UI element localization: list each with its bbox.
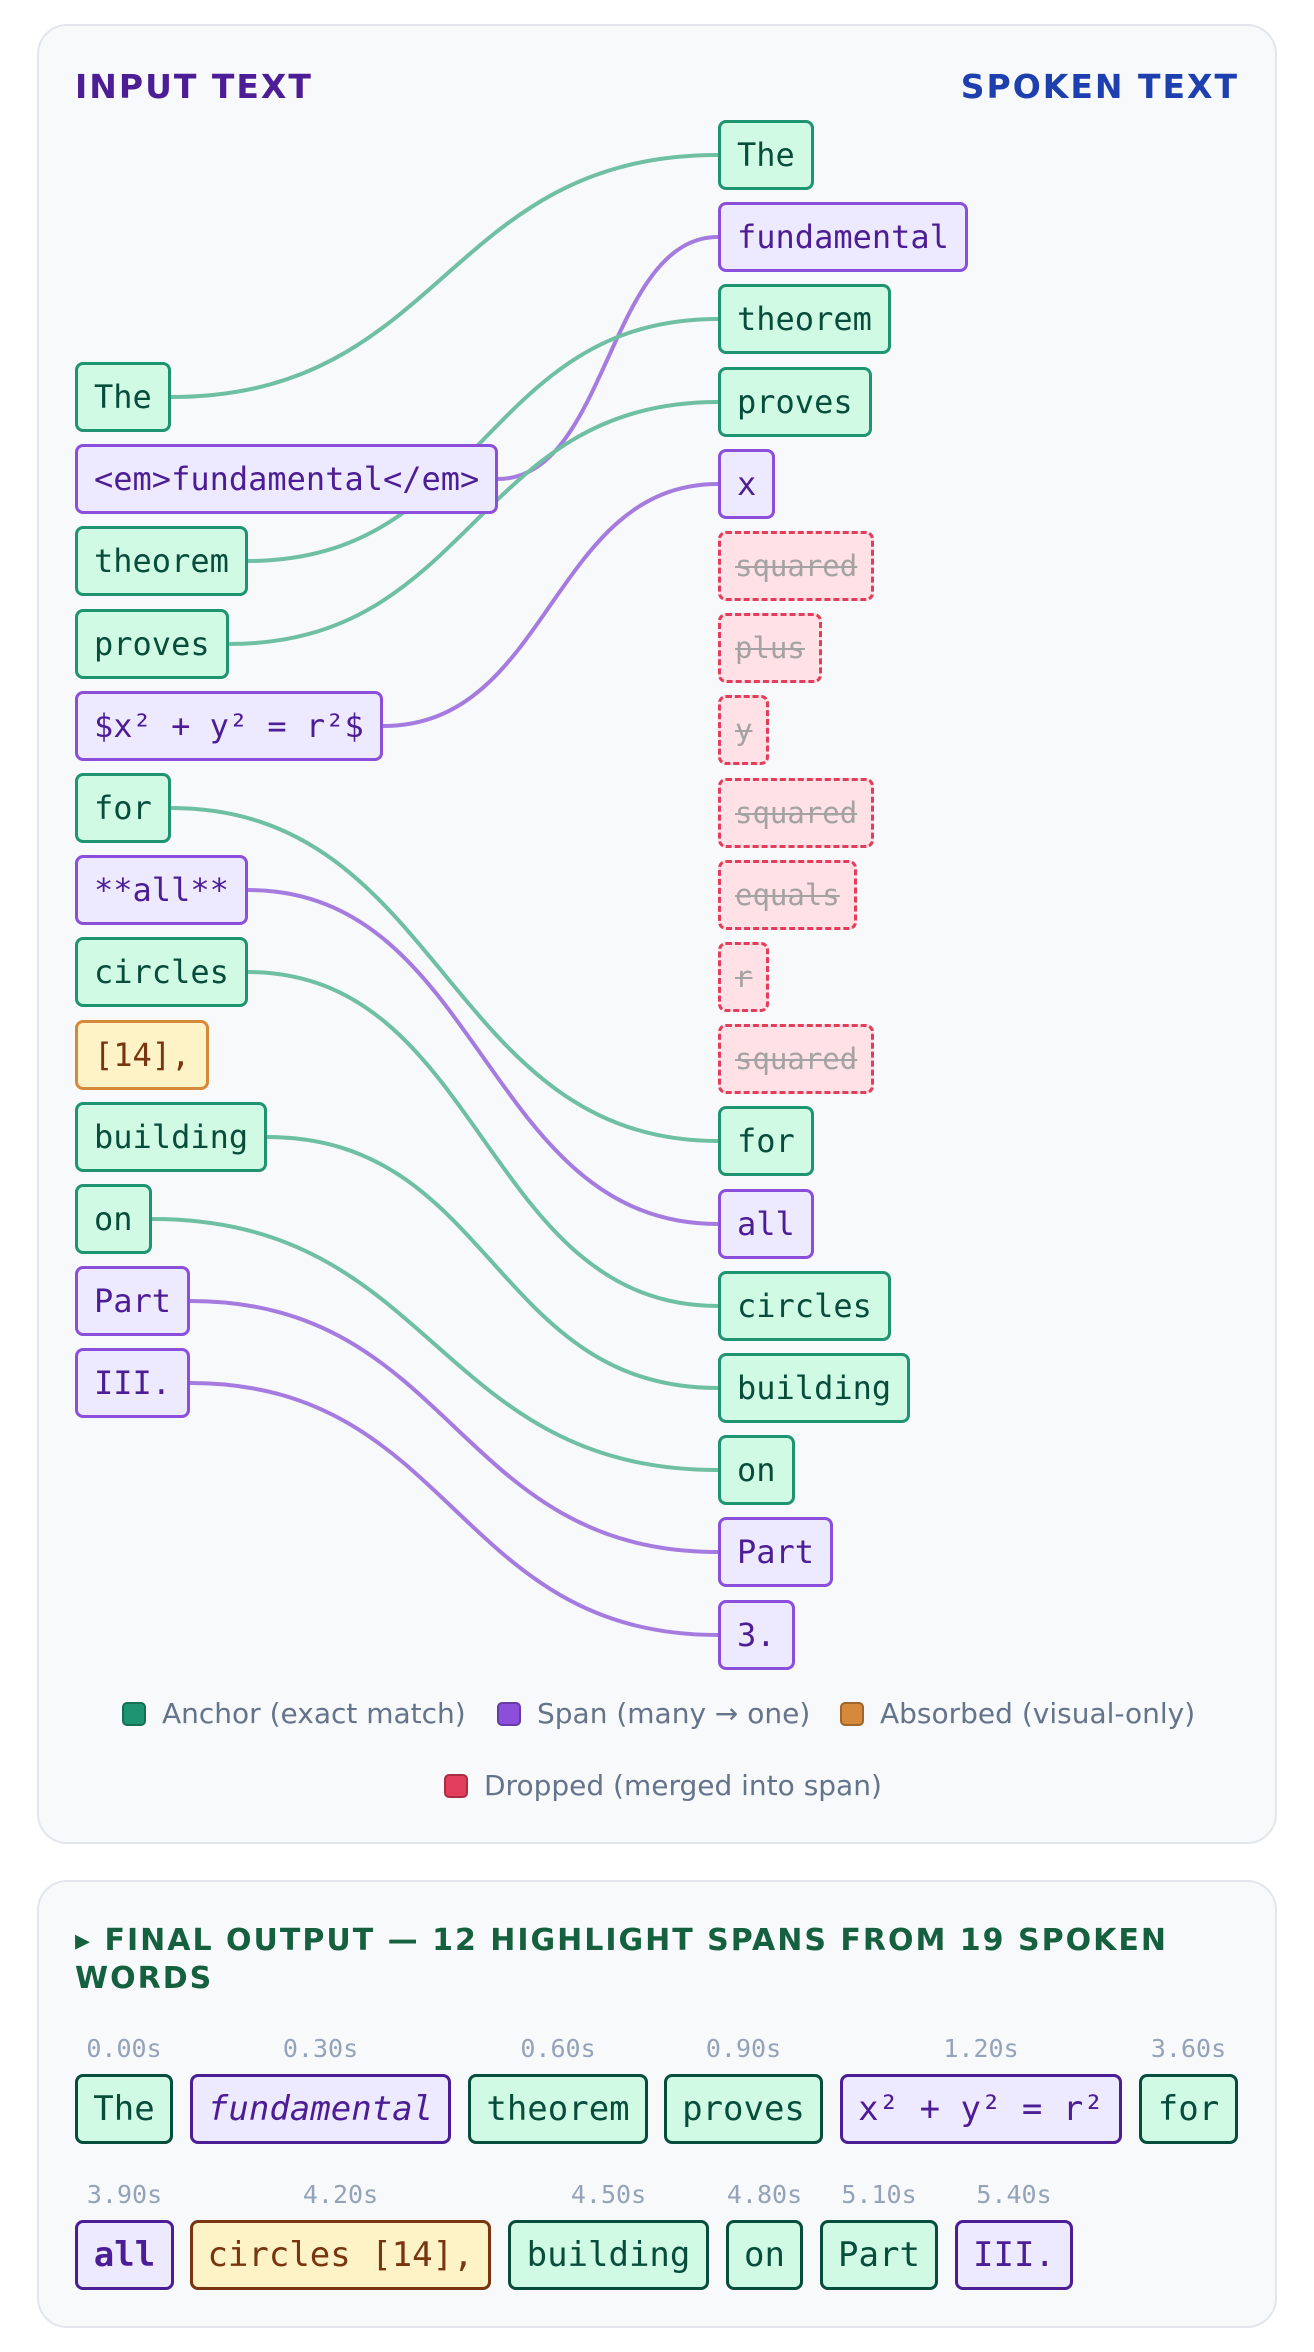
span-timestamp: 4.80s (726, 2180, 803, 2209)
spoken-token: 3. (718, 1600, 795, 1670)
input-token: Part (75, 1266, 191, 1336)
highlight-span: on (726, 2220, 803, 2290)
highlight-span: x² + y² = r² (840, 2074, 1122, 2144)
spoken-token: y (718, 695, 770, 765)
legend-swatch (444, 1774, 468, 1798)
spoken-token: on (718, 1435, 795, 1505)
highlight-span: The (75, 2074, 173, 2144)
spoken-token: equals (718, 860, 857, 930)
legend-item-span: Span (many → one) (497, 1697, 810, 1730)
input-token: <em>fundamental</em> (75, 444, 499, 514)
spoken-token: squared (718, 1024, 875, 1094)
input-token: for (75, 773, 171, 843)
highlight-span: for (1139, 2074, 1238, 2144)
span-timestamp: 0.90s (705, 2034, 782, 2063)
input-token: circles (75, 937, 248, 1007)
legend-swatch (122, 1702, 146, 1726)
legend-label: Absorbed (visual-only) (880, 1697, 1196, 1730)
alignment-link (189, 1381, 719, 1637)
legend-swatch (840, 1702, 864, 1726)
span-timestamp: 0.00s (86, 2034, 162, 2063)
span-timestamp: 1.20s (943, 2034, 1019, 2063)
highlight-span: Part (820, 2220, 938, 2290)
alignment-link (228, 400, 719, 646)
input-token: proves (75, 609, 229, 679)
input-token: [14], (75, 1020, 210, 1090)
spoken-token: Part (718, 1517, 834, 1587)
highlight-span: circles [14], (190, 2220, 491, 2290)
legend-item-anchor: Anchor (exact match) (122, 1697, 466, 1730)
spoken-token: fundamental (718, 202, 968, 272)
spoken-token: circles (718, 1271, 891, 1341)
alignment-links (151, 153, 719, 1637)
spoken-token: all (718, 1189, 814, 1259)
alignment-link (266, 1135, 719, 1390)
span-timestamp: 5.10s (841, 2180, 917, 2209)
alignment-link (247, 317, 719, 563)
alignment-link (189, 1299, 719, 1554)
highlight-span: fundamental (190, 2074, 451, 2144)
spoken-token: x (718, 449, 776, 519)
input-token: $x² + y² = r²$ (75, 691, 383, 761)
spoken-token: theorem (718, 284, 891, 354)
spoken-token: The (718, 120, 814, 190)
legend-label: Dropped (merged into span) (484, 1769, 882, 1802)
input-token: **all** (75, 855, 248, 925)
input-token: III. (75, 1348, 191, 1418)
spoken-token: squared (718, 778, 875, 848)
alignment-link (247, 970, 719, 1308)
legend-label: Anchor (exact match) (162, 1697, 466, 1730)
alignment-panel (37, 24, 1277, 1844)
highlight-span: building (508, 2220, 709, 2290)
span-timestamp: 3.60s (1150, 2034, 1227, 2063)
spoken-token: r (718, 942, 770, 1012)
highlight-span: all (75, 2220, 174, 2290)
alignment-link (170, 806, 719, 1143)
span-timestamp: 4.50s (570, 2180, 647, 2209)
spoken-token: plus (718, 613, 822, 683)
input-token: on (75, 1184, 152, 1254)
input-text-heading: INPUT TEXT (75, 67, 313, 106)
span-timestamp: 5.40s (976, 2180, 1052, 2209)
highlight-span: theorem (468, 2074, 648, 2144)
alignment-link (382, 482, 719, 728)
legend-swatch (497, 1702, 521, 1726)
input-token: The (75, 362, 171, 432)
spoken-token: squared (718, 531, 875, 601)
spoken-text-heading: SPOKEN TEXT (960, 67, 1239, 106)
span-timestamp: 0.60s (520, 2034, 596, 2063)
highlight-span: III. (955, 2220, 1073, 2290)
legend-item-dropped: Dropped (merged into span) (444, 1769, 882, 1802)
alignment-link (497, 235, 719, 481)
spoken-token: building (718, 1353, 911, 1423)
alignment-link (247, 888, 719, 1226)
input-token: building (75, 1102, 268, 1172)
span-timestamp: 0.30s (282, 2034, 359, 2063)
final-output-title: ▸ FINAL OUTPUT — 12 HIGHLIGHT SPANS FROM… (75, 1923, 1168, 1996)
span-timestamp: 3.90s (86, 2180, 163, 2209)
input-token: theorem (75, 526, 248, 596)
spoken-token: proves (718, 367, 872, 437)
alignment-link (151, 1217, 719, 1472)
legend-label: Span (many → one) (537, 1697, 811, 1730)
span-timestamp: 4.20s (302, 2180, 379, 2209)
alignment-link (170, 153, 719, 399)
legend-item-absorbed: Absorbed (visual-only) (840, 1697, 1195, 1730)
spoken-token: for (718, 1106, 814, 1176)
highlight-span: proves (664, 2074, 823, 2144)
